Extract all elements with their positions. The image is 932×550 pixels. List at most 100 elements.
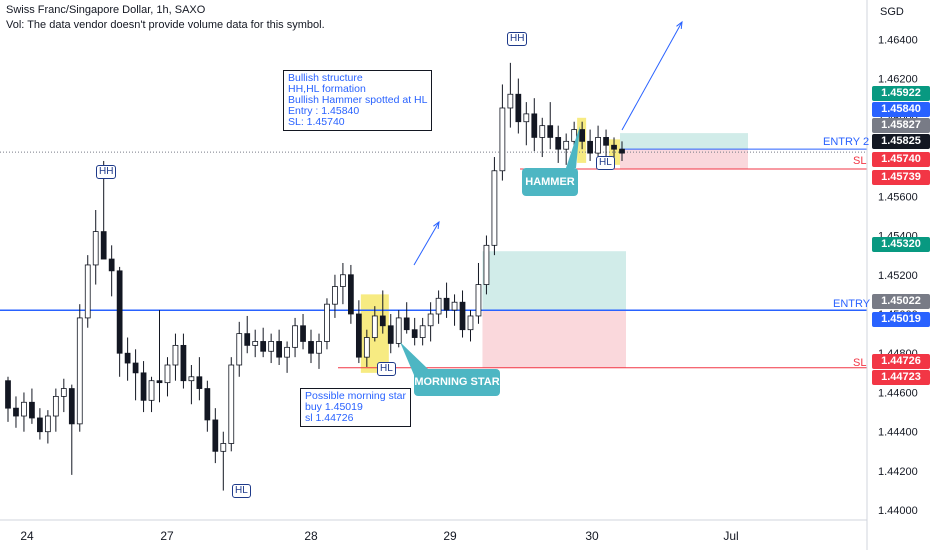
- price-label: 1.44723: [872, 370, 930, 385]
- target-zone-2: [620, 133, 748, 150]
- note-bullish-structure[interactable]: Bullish structure HH,HL formation Bullis…: [283, 70, 433, 131]
- candle-body: [395, 317, 402, 344]
- candle-body: [531, 113, 538, 138]
- candle-body: [379, 315, 386, 327]
- hh-label-right[interactable]: HH: [507, 32, 528, 46]
- x-tick-label: 27: [160, 529, 174, 543]
- candle-body: [116, 270, 123, 354]
- candle-body: [579, 129, 586, 142]
- candle-body: [172, 344, 179, 366]
- candle-body: [156, 380, 163, 384]
- y-tick-label: 1.45600: [878, 191, 918, 203]
- candle-body: [403, 317, 410, 331]
- candle-body: [332, 286, 338, 305]
- candle-body: [355, 313, 362, 358]
- candle-body: [84, 264, 91, 319]
- x-tick-label: 28: [304, 529, 318, 543]
- volume-note: Vol: The data vendor doesn't provide vol…: [6, 19, 325, 31]
- sl-line-label-top: SL: [853, 155, 867, 167]
- candle-body: [21, 401, 27, 417]
- candle-body: [108, 258, 115, 272]
- hammer-callout[interactable]: HAMMER: [522, 168, 578, 196]
- candle-body: [571, 129, 578, 142]
- candle-body: [499, 107, 506, 172]
- stop-zone-2: [620, 149, 748, 170]
- candle-body: [467, 315, 474, 331]
- candle-body: [228, 364, 235, 444]
- candle-body: [443, 297, 450, 311]
- y-tick-label: 1.45200: [878, 270, 918, 282]
- candle-body: [92, 231, 99, 266]
- arrow-hammer: [621, 21, 683, 131]
- candle-body: [196, 376, 203, 389]
- candle-body: [220, 443, 227, 452]
- candle-body: [523, 113, 530, 123]
- candle-body: [483, 244, 490, 285]
- price-label: 1.45825: [872, 134, 930, 149]
- hl-label-mid[interactable]: HL: [377, 362, 396, 376]
- candle-body: [324, 303, 330, 342]
- arrow-morning-star-head: [433, 220, 440, 230]
- candle-body: [180, 344, 187, 382]
- candle-body: [611, 144, 617, 150]
- y-tick-label: 1.46400: [878, 34, 918, 46]
- note-line: SL: 1.45740: [288, 116, 345, 128]
- candle-body: [619, 148, 625, 154]
- candle-body: [29, 401, 35, 419]
- morning-star-callout[interactable]: MORNING STAR: [414, 369, 500, 396]
- candle-body: [124, 352, 131, 364]
- candle-body: [451, 301, 458, 311]
- arrow-morning-star: [413, 221, 440, 266]
- price-label: 1.45922: [872, 86, 930, 101]
- candle-body: [148, 380, 155, 401]
- candle-body: [37, 417, 43, 433]
- y-tick-label: 1.44400: [878, 427, 918, 439]
- hl-label-bottom[interactable]: HL: [232, 484, 251, 498]
- hh-label-left[interactable]: HH: [96, 165, 117, 179]
- note-line: Entry : 1.45840: [288, 105, 360, 117]
- candle-body: [316, 341, 322, 354]
- candle-body: [507, 93, 514, 109]
- chart-title: Swiss Franc/Singapore Dollar, 1h, SAXO: [6, 4, 206, 16]
- note-morning-star[interactable]: Possible morning star buy 1.45019 sl 1.4…: [300, 388, 411, 427]
- candle-body: [308, 341, 314, 354]
- candle-body: [44, 415, 51, 433]
- hl-label-right[interactable]: HL: [596, 156, 615, 170]
- morning-star-callout-pointer: [400, 342, 428, 375]
- candle-body: [52, 395, 59, 417]
- entry2-line-label: ENTRY 2: [823, 136, 870, 148]
- price-label: 1.45740: [872, 152, 930, 167]
- candle-body: [340, 274, 346, 287]
- y-tick-label: 1.44200: [878, 466, 918, 478]
- x-tick-label: 30: [585, 529, 599, 543]
- candle-body: [595, 137, 601, 154]
- candle-body: [140, 372, 147, 401]
- price-label: 1.45827: [872, 118, 930, 133]
- note-line: HH,HL formation: [288, 83, 366, 95]
- candle-body: [212, 419, 219, 452]
- candle-body: [76, 317, 83, 425]
- candle-body: [260, 341, 267, 352]
- candle-body: [587, 140, 593, 154]
- candle-body: [563, 140, 570, 150]
- note-line: Possible morning star: [305, 390, 406, 402]
- y-tick-label: 1.44000: [878, 505, 918, 517]
- candle-body: [411, 329, 418, 338]
- candle-body: [252, 341, 259, 346]
- candle-body: [68, 388, 75, 425]
- stop-zone-1: [482, 310, 626, 368]
- candle-body: [132, 362, 139, 374]
- candle-body: [547, 125, 554, 138]
- candle-body: [427, 313, 434, 327]
- price-label: 1.45840: [872, 102, 930, 117]
- y-tick-label: 1.46200: [878, 74, 918, 86]
- entry-line-label: ENTRY: [833, 298, 871, 310]
- x-tick-label: Jul: [723, 529, 738, 543]
- candle-body: [100, 231, 107, 260]
- candle-body: [13, 407, 19, 417]
- note-line: sl 1.44726: [305, 412, 354, 424]
- price-label: 1.45739: [872, 170, 930, 185]
- x-tick-label: 24: [20, 529, 34, 543]
